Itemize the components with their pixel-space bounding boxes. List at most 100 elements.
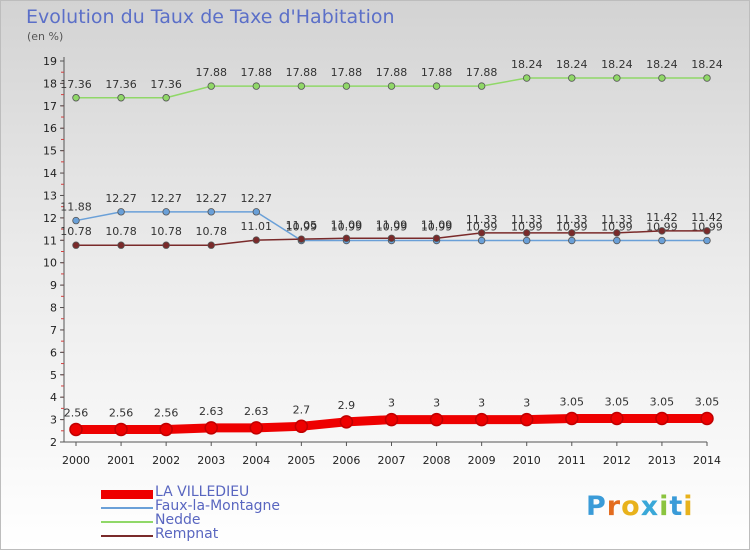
series-rempnat-point [523, 229, 531, 237]
series-nedde-point [252, 82, 260, 90]
series-nedde-point [72, 94, 80, 102]
series-faux-la-montagne-data-label: 12.27 [150, 192, 182, 205]
series-rempnat-point [387, 234, 396, 242]
series-la-villedieu-data-label: 3 [523, 397, 530, 410]
series-rempnat-point [72, 241, 80, 249]
x-tick-label: 2000 [62, 454, 90, 467]
series-nedde-point [297, 82, 306, 90]
series-faux-la-montagne-data-label: 12.27 [241, 192, 273, 205]
series-la-villedieu-data-label: 3 [478, 397, 485, 410]
series-faux-la-montagne-data-label: 12.27 [195, 192, 227, 205]
x-tick-label: 2009 [468, 454, 496, 467]
series-rempnat-data-label: 11.33 [601, 213, 633, 226]
series-faux-la-montagne-point [658, 236, 666, 245]
series-faux-la-montagne-point [207, 208, 215, 216]
series-rempnat-point [658, 227, 666, 235]
y-tick-label: 9 [50, 279, 57, 292]
x-tick-label: 2014 [693, 454, 721, 467]
x-tick-label: 2008 [423, 454, 451, 467]
series-nedde-data-label: 17.36 [60, 78, 92, 91]
series-faux-la-montagne-point [568, 236, 576, 245]
series-faux-la-montagne-data-label: 10.99 [466, 221, 498, 234]
series-rempnat-point [297, 235, 306, 243]
series-nedde-data-label: 18.24 [511, 58, 543, 71]
legend-swatch [101, 489, 153, 499]
series-faux-la-montagne-data-label: 10.99 [376, 221, 408, 234]
series-nedde-point [658, 74, 666, 82]
series-la-villedieu-data-label: 2.9 [338, 399, 356, 412]
chart-title: Evolution du Taux de Taxe d'Habitation [26, 6, 395, 28]
y-tick-label: 12 [43, 212, 57, 225]
series-la-villedieu-point [204, 421, 218, 435]
series-rempnat-point [568, 229, 576, 237]
y-tick-label: 8 [50, 302, 57, 315]
series-nedde-point [387, 82, 396, 90]
y-tick-label: 17 [43, 100, 57, 113]
series-la-villedieu-point [249, 421, 264, 435]
series-faux-la-montagne-point [162, 208, 170, 216]
series-nedde-data-label: 17.88 [241, 66, 273, 79]
series-faux-la-montagne-point [72, 216, 80, 225]
series-nedde-data-label: 17.36 [105, 78, 137, 91]
series-rempnat-data-label: 11.33 [511, 213, 543, 226]
y-tick-label: 6 [50, 346, 57, 359]
series-rempnat-data-label: 11.05 [286, 219, 318, 232]
series-rempnat-data-label: 11.09 [376, 218, 408, 231]
series-faux-la-montagne-point [252, 208, 260, 216]
series-rempnat-data-label: 11.09 [421, 218, 453, 231]
series-nedde-point [703, 74, 711, 82]
x-tick-label: 2006 [332, 454, 360, 467]
series-nedde-data-label: 18.24 [646, 58, 678, 71]
x-tick-label: 2013 [648, 454, 676, 467]
x-tick-label: 2003 [197, 454, 225, 467]
x-tick-label: 2011 [558, 454, 586, 467]
series-faux-la-montagne-point [117, 208, 125, 216]
series-la-villedieu-point [474, 412, 489, 427]
series-la-villedieu-point [384, 412, 399, 427]
unit-label: (en %) [27, 30, 64, 43]
y-tick-label: 14 [43, 167, 57, 180]
series-rempnat-point [252, 236, 260, 244]
series-rempnat-data-label: 11.33 [466, 213, 498, 226]
series-rempnat-point [432, 234, 441, 242]
legend-label: Rempnat [155, 526, 219, 542]
series-rempnat-data-label: 11.42 [646, 211, 678, 224]
y-tick-label: 15 [43, 145, 57, 158]
series-rempnat-data-label: 10.78 [60, 225, 92, 238]
series-rempnat-point [342, 234, 351, 242]
series-la-villedieu-point [114, 422, 128, 437]
series-la-villedieu-point [294, 419, 309, 434]
series-nedde-data-label: 18.24 [556, 58, 588, 71]
series-faux-la-montagne-point [523, 236, 531, 245]
series-la-villedieu-data-label: 2.56 [64, 406, 89, 419]
series-la-villedieu-data-label: 3.05 [650, 395, 675, 408]
series-nedde-point [162, 94, 170, 102]
x-tick-label: 2004 [242, 454, 270, 467]
x-tick-label: 2001 [107, 454, 135, 467]
y-tick-label: 2 [50, 436, 57, 449]
series-nedde-data-label: 17.88 [421, 66, 453, 79]
series-faux-la-montagne-point [703, 236, 711, 245]
series-nedde-point [523, 74, 531, 82]
series-nedde-point [117, 94, 125, 102]
series-rempnat-point [703, 227, 711, 235]
y-tick-label: 13 [43, 189, 57, 202]
series-faux-la-montagne-data-label: 10.99 [511, 221, 543, 234]
series-nedde-data-label: 17.88 [466, 66, 498, 79]
y-tick-label: 10 [43, 257, 57, 270]
series-nedde-data-label: 17.88 [195, 66, 227, 79]
series-faux-la-montagne-point [477, 236, 486, 245]
series-la-villedieu-point [700, 411, 714, 426]
legend-label: LA VILLEDIEU [155, 484, 250, 500]
series-faux-la-montagne-data-label: 10.99 [331, 221, 363, 234]
series-la-villedieu-data-label: 3.05 [605, 395, 630, 408]
y-tick-label: 19 [43, 55, 57, 68]
series-la-villedieu-data-label: 3.05 [560, 395, 585, 408]
series-rempnat-data-label: 11.42 [691, 211, 723, 224]
proxiti-logo: Proxiti [586, 491, 694, 522]
x-tick-label: 2010 [513, 454, 541, 467]
series-nedde-data-label: 17.36 [150, 78, 182, 91]
y-tick-label: 11 [43, 234, 57, 247]
series-la-villedieu-point [519, 412, 534, 427]
